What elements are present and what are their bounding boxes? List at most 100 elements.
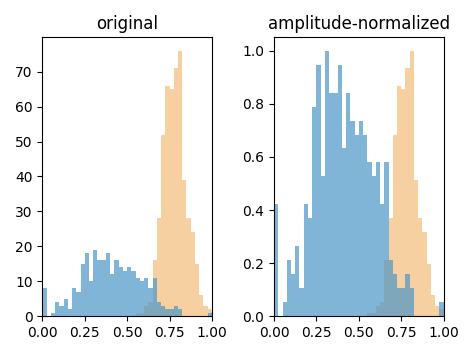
Bar [114,260,118,316]
Bar [153,260,157,316]
Bar [287,260,291,316]
Bar [380,302,384,316]
Bar [401,89,405,316]
Bar [295,246,300,316]
Bar [414,180,418,316]
Bar [435,306,439,316]
Bar [51,313,55,316]
Title: amplitude-normalized: amplitude-normalized [268,15,450,33]
Bar [157,218,161,316]
Bar [346,93,350,316]
Bar [333,93,337,316]
Bar [165,86,170,316]
Bar [144,278,148,316]
Bar [186,218,191,316]
Bar [178,51,182,316]
Bar [393,274,397,316]
Bar [321,176,325,316]
Bar [300,288,304,316]
Bar [140,313,144,316]
Bar [283,302,287,316]
Bar [136,278,140,316]
Bar [308,218,312,316]
Bar [208,313,212,316]
Bar [372,313,376,316]
Bar [367,313,372,316]
Bar [68,309,72,316]
Bar [140,281,144,316]
Bar [312,106,317,316]
Bar [337,65,342,316]
Bar [410,51,414,316]
Bar [85,253,89,316]
Bar [157,302,161,316]
Bar [405,274,410,316]
Bar [64,299,68,316]
Bar [418,218,422,316]
Bar [136,313,140,316]
Bar [427,264,431,316]
Bar [195,264,199,316]
Bar [203,306,208,316]
Bar [291,274,295,316]
Bar [410,288,414,316]
Bar [439,302,444,316]
Bar [89,281,93,316]
Bar [274,204,278,316]
Bar [397,288,401,316]
Bar [367,163,372,316]
Bar [191,233,195,316]
Bar [393,135,397,316]
Bar [165,309,170,316]
Bar [148,288,153,316]
Bar [123,271,127,316]
Bar [397,86,401,316]
Bar [110,274,114,316]
Bar [182,180,186,316]
Bar [153,278,157,316]
Bar [76,292,81,316]
Bar [178,309,182,316]
Bar [329,93,333,316]
Bar [422,233,427,316]
Bar [389,260,393,316]
Bar [342,148,346,316]
Bar [384,163,389,316]
Bar [72,288,76,316]
Bar [384,260,389,316]
Title: original: original [96,15,158,33]
Bar [131,271,136,316]
Bar [380,204,384,316]
Bar [42,288,46,316]
Bar [199,295,203,316]
Bar [304,204,308,316]
Bar [93,250,98,316]
Bar [161,135,165,316]
Bar [144,306,148,316]
Bar [81,264,85,316]
Bar [363,135,367,316]
Bar [174,68,178,316]
Bar [127,267,131,316]
Bar [401,288,405,316]
Bar [350,121,355,316]
Bar [174,306,178,316]
Bar [118,267,123,316]
Bar [405,68,410,316]
Bar [389,218,393,316]
Bar [161,306,165,316]
Bar [148,302,153,316]
Bar [317,65,321,316]
Bar [325,51,329,316]
Bar [102,260,106,316]
Bar [355,135,359,316]
Bar [59,306,64,316]
Bar [439,309,444,316]
Bar [170,89,174,316]
Bar [359,121,363,316]
Bar [98,260,102,316]
Bar [106,253,110,316]
Bar [170,309,174,316]
Bar [376,163,380,316]
Bar [372,176,376,316]
